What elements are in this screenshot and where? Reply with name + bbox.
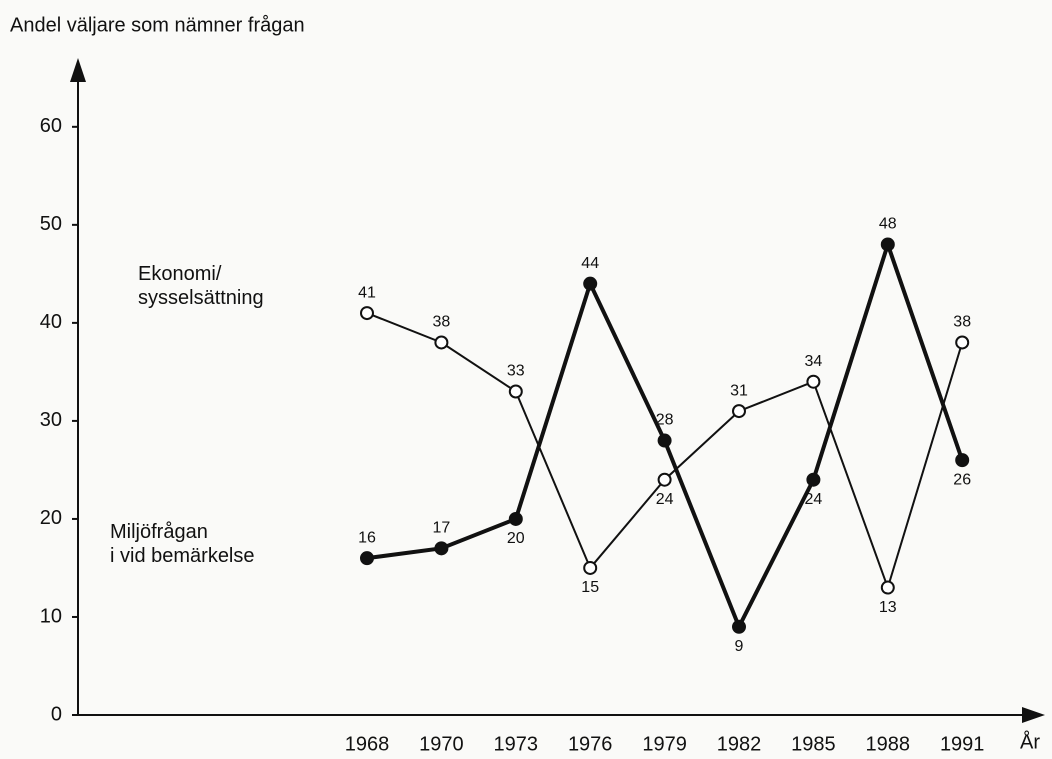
data-label: 33 [507,363,525,380]
x-tick-label: 1988 [866,733,911,755]
data-label: 34 [805,353,823,370]
x-tick-label: 1982 [717,733,762,755]
data-label: 24 [805,491,823,508]
y-tick-label: 20 [40,507,62,529]
y-tick-label: 60 [40,115,62,137]
point [732,619,746,634]
point [434,541,449,556]
point [508,384,523,399]
point [806,472,821,487]
data-label: 48 [879,216,897,233]
data-label: 13 [879,599,897,616]
point [732,404,746,419]
point [360,551,374,566]
y-arrow [70,58,86,82]
data-label: 9 [735,638,744,655]
data-label: 31 [730,382,748,399]
x-tick-label: 1979 [642,733,687,755]
point [657,433,672,448]
point [806,374,821,389]
x-arrow [1022,707,1045,723]
point [955,335,970,350]
point [880,237,895,252]
x-tick-label: 1991 [940,733,985,755]
data-label: 20 [507,530,525,547]
point [583,560,598,575]
point [657,472,672,487]
data-label: 28 [656,412,674,429]
y-tick-label: 10 [40,605,62,627]
y-tick-label: 0 [51,703,62,725]
data-label: 17 [433,520,451,537]
x-tick-label: 1985 [791,733,836,755]
series-label: Miljöfrågan i vid bemärkelse [110,521,255,567]
point [583,276,598,291]
data-label: 44 [581,255,599,272]
data-label: 15 [581,579,599,596]
point [434,335,449,350]
data-label: 16 [358,529,376,546]
data-label: 38 [433,314,451,331]
data-label: 41 [358,284,376,301]
x-tick-label: 1976 [568,733,613,755]
x-tick-label: 1970 [419,733,464,755]
data-label: 24 [656,491,674,508]
x-tick-label: 1968 [345,733,390,755]
y-tick-label: 40 [40,311,62,333]
data-label: 38 [953,314,971,331]
y-tick-label: 50 [40,213,62,235]
series-label: Ekonomi/ sysselsättning [138,263,264,309]
point [360,306,374,321]
point [880,580,895,595]
point [508,511,523,526]
y-tick-label: 30 [40,409,62,431]
data-label: 26 [953,471,971,488]
series-line [366,312,964,591]
point [955,453,970,468]
x-tick-label: 1973 [494,733,539,755]
x-axis-label: År [1020,730,1040,753]
y-axis-label: Andel väljare som nämner frågan [10,14,305,36]
